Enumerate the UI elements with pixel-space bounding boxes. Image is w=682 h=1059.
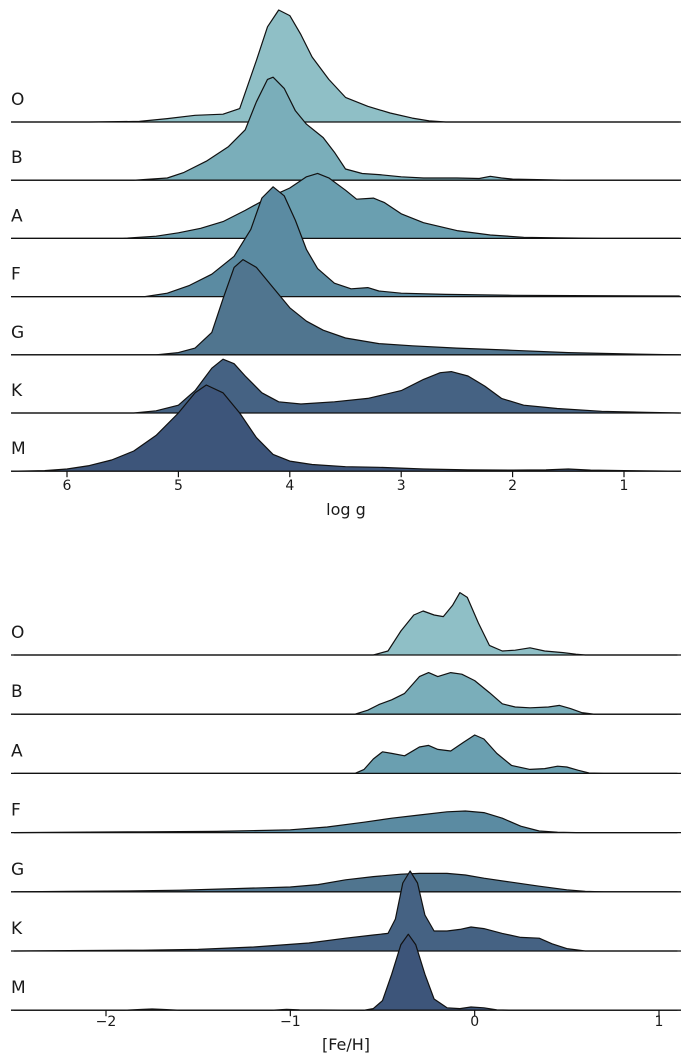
logg-ridge-m: M <box>11 384 681 472</box>
logg-row-label-b: B <box>11 148 23 168</box>
tick-label: −1 <box>280 1014 301 1030</box>
logg-ridgeline-panel: O B A F G K M 6 5 4 3 2 1 log g <box>11 9 681 519</box>
logg-ridge-f: F <box>11 186 681 298</box>
feh-ridge-o: O <box>11 592 681 656</box>
feh-row-label-g: G <box>11 860 24 880</box>
logg-ridge-a: A <box>11 172 681 240</box>
feh-ridge-a: A <box>11 734 681 775</box>
ridge-fill <box>11 385 681 472</box>
ridge-fill <box>11 735 681 774</box>
feh-tick-3: 1 <box>655 1010 664 1030</box>
ridge-fill <box>11 10 681 122</box>
ridge-outline <box>11 384 680 472</box>
ridge-outline <box>13 810 678 834</box>
feh-tick-0: −2 <box>96 1010 117 1030</box>
ridge-backdrop <box>11 592 681 655</box>
logg-tick-1: 5 <box>174 471 183 494</box>
logg-ridge-g: G <box>11 259 681 356</box>
tick-label: 6 <box>63 478 72 494</box>
tick-label: 2 <box>508 478 517 494</box>
logg-ridge-b: B <box>11 76 681 181</box>
ridge-outline <box>11 172 680 239</box>
feh-axis-title: [Fe/H] <box>322 1035 370 1054</box>
ridge-fill <box>11 873 681 892</box>
ridge-fill <box>11 359 681 413</box>
feh-row-label-m: M <box>11 978 26 998</box>
ridge-fill <box>11 77 681 181</box>
tick-label: 5 <box>174 478 183 494</box>
feh-ridge-f: F <box>11 801 681 834</box>
ridge-fill <box>11 173 681 239</box>
feh-ridgeline-panel: O B A F G K M −2 −1 0 1 [Fe/H] <box>11 592 681 1054</box>
logg-tick-5: 1 <box>620 471 629 494</box>
tick-label: −2 <box>96 1014 117 1030</box>
ridge-outline <box>11 9 680 123</box>
ridge-outline <box>11 76 680 181</box>
logg-row-label-o: O <box>11 90 24 110</box>
logg-tick-0: 6 <box>63 471 72 494</box>
logg-row-label-g: G <box>11 323 24 343</box>
feh-tick-2: 0 <box>470 1010 479 1030</box>
feh-ridge-k: K <box>11 870 681 952</box>
tick-label: 1 <box>655 1014 664 1030</box>
ridge-outline <box>13 870 678 952</box>
ridge-backdrop <box>11 77 681 181</box>
ridge-outline <box>11 358 680 414</box>
logg-tick-2: 4 <box>285 471 294 494</box>
feh-ridge-m: M <box>11 933 681 1011</box>
ridge-fill <box>11 672 681 715</box>
feh-ridge-g: G <box>11 860 681 893</box>
ridge-outline <box>13 672 678 715</box>
logg-axis-title: log g <box>326 500 366 519</box>
ridge-outline <box>11 186 680 298</box>
ridge-fill <box>11 592 681 655</box>
tick-label: 4 <box>285 478 294 494</box>
feh-row-label-f: F <box>11 801 21 821</box>
tick-label: 1 <box>620 478 629 494</box>
logg-ridge-o: O <box>11 9 681 123</box>
tick-label: 0 <box>470 1014 479 1030</box>
ridge-backdrop <box>11 672 681 715</box>
ridge-outline <box>13 734 678 774</box>
logg-row-label-m: M <box>11 439 26 459</box>
ridge-outline <box>13 592 678 656</box>
logg-ridge-k: K <box>11 358 681 414</box>
logg-row-label-f: F <box>11 265 21 285</box>
ridge-fill <box>11 259 681 355</box>
ridge-backdrop <box>11 385 681 472</box>
logg-row-label-k: K <box>11 381 23 401</box>
logg-row-label-a: A <box>11 206 23 226</box>
ridge-backdrop <box>11 735 681 774</box>
tick-label: 3 <box>397 478 406 494</box>
feh-row-label-k: K <box>11 919 23 939</box>
ridge-fill <box>11 811 681 833</box>
feh-row-label-a: A <box>11 741 23 761</box>
feh-row-label-b: B <box>11 682 23 702</box>
logg-tick-3: 3 <box>397 471 406 494</box>
logg-tick-4: 2 <box>508 471 517 494</box>
feh-row-label-o: O <box>11 623 24 643</box>
feh-ridge-b: B <box>11 672 681 715</box>
ridge-outline <box>13 933 678 1011</box>
ridge-outline <box>11 259 680 356</box>
feh-tick-1: −1 <box>280 1010 301 1030</box>
